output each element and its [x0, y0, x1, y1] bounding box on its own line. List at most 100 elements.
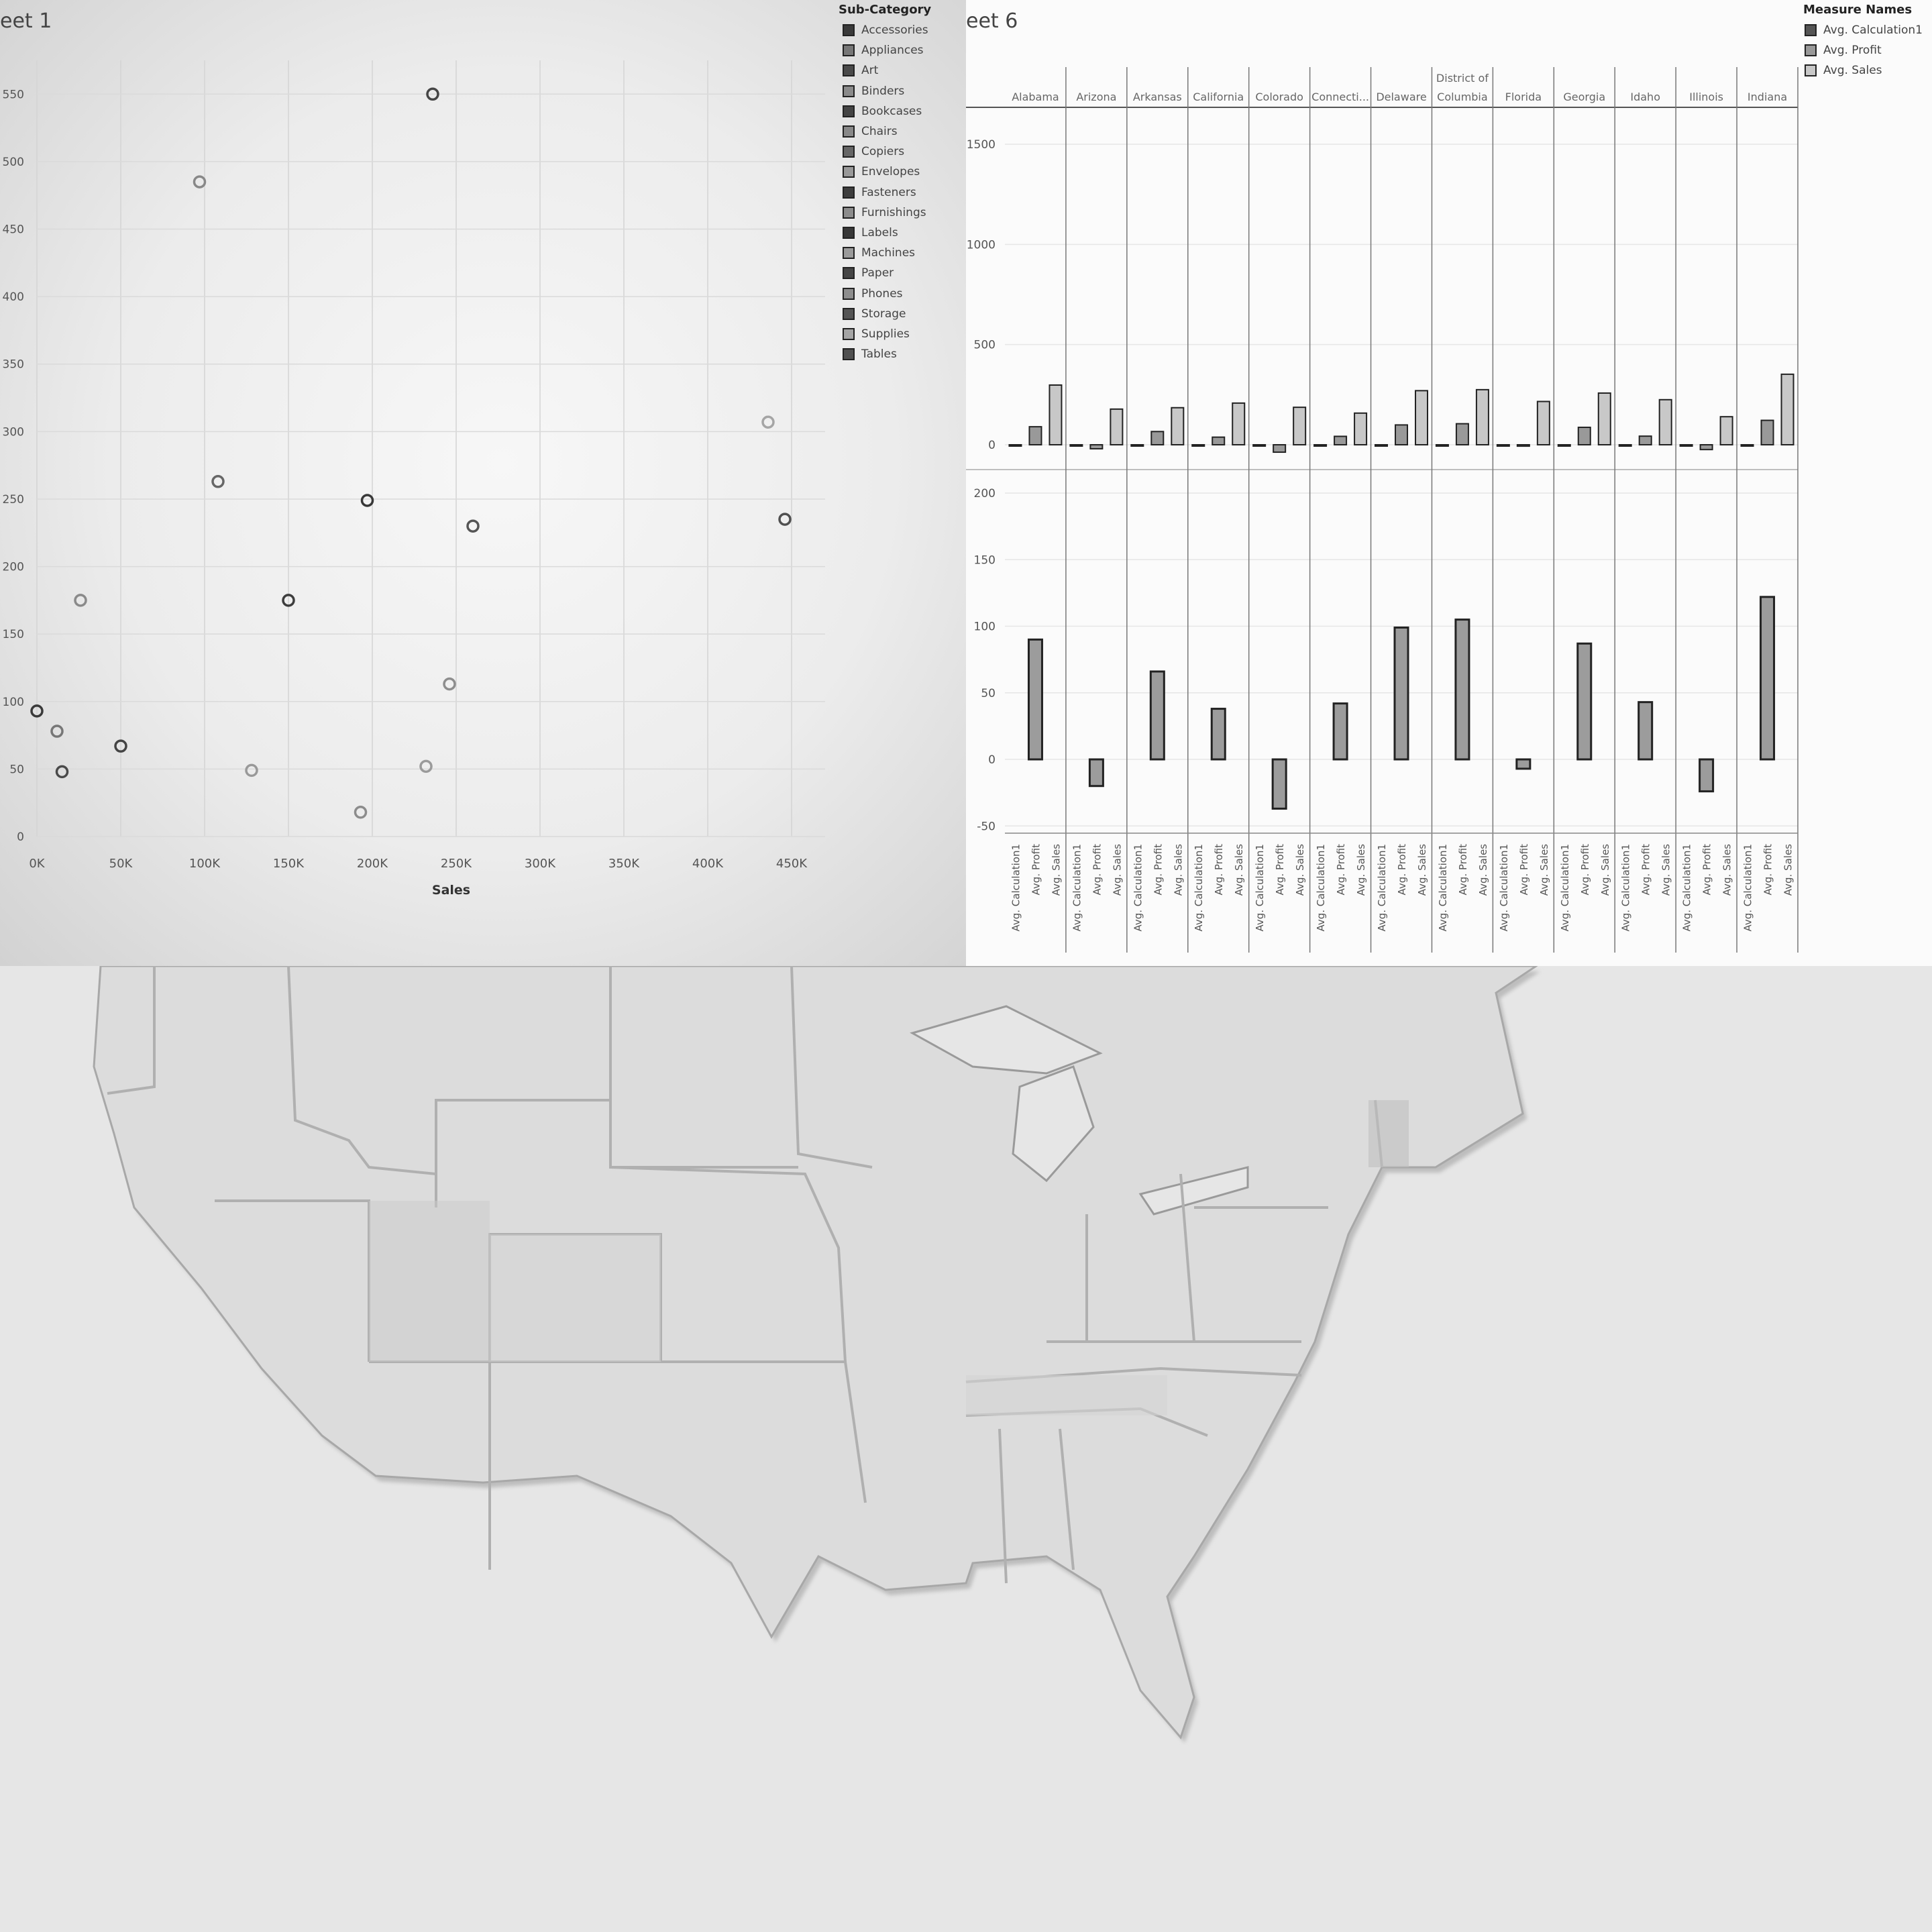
upper-bar-arizona-avg-sales[interactable] — [1110, 408, 1124, 446]
sheet1-legend-item-furnishings[interactable]: Furnishings — [843, 205, 926, 220]
state-utah[interactable] — [369, 1201, 490, 1362]
upper-bar-arizona-avg-calculation1[interactable] — [1069, 444, 1083, 447]
state-colorado[interactable] — [490, 1234, 661, 1362]
scatter-point-bookcases[interactable] — [114, 739, 127, 753]
scatter-x-tick-label: 250K — [441, 857, 472, 871]
scatter-point-labels[interactable] — [360, 494, 374, 507]
upper-bar-district-of-columbia-avg-calculation1[interactable] — [1435, 444, 1449, 447]
sheet1-legend-item-machines[interactable]: Machines — [843, 246, 915, 260]
lower-bar-indiana-avg-profit[interactable] — [1760, 596, 1776, 761]
sheet1-legend-item-paper[interactable]: Paper — [843, 266, 894, 280]
upper-bar-idaho-avg-profit[interactable] — [1638, 435, 1652, 446]
upper-bar-delaware-avg-sales[interactable] — [1415, 390, 1428, 445]
scatter-point-tables[interactable] — [778, 513, 792, 526]
upper-bar-connecti-avg-calculation1[interactable] — [1313, 444, 1328, 447]
state-vermont[interactable] — [1368, 1100, 1409, 1167]
upper-bar-idaho-avg-sales[interactable] — [1658, 398, 1672, 445]
sheet1-legend-item-labels[interactable]: Labels — [843, 225, 898, 240]
sheet1-legend-item-accessories[interactable]: Accessories — [843, 23, 928, 38]
scatter-point-art[interactable] — [55, 765, 69, 779]
upper-bar-alabama-avg-calculation1[interactable] — [1008, 444, 1022, 447]
lower-bar-california-avg-profit[interactable] — [1210, 708, 1226, 761]
sheet1-legend-item-supplies[interactable]: Supplies — [843, 327, 910, 341]
upper-bar-indiana-avg-sales[interactable] — [1780, 373, 1794, 445]
scatter-point-binders[interactable] — [74, 594, 87, 607]
scatter-point-storage[interactable] — [466, 519, 480, 533]
upper-bar-arizona-avg-profit[interactable] — [1089, 444, 1104, 449]
lower-bar-colorado-avg-profit[interactable] — [1271, 758, 1287, 810]
upper-bar-idaho-avg-calculation1[interactable] — [1618, 444, 1632, 447]
scatter-point-accessories[interactable] — [30, 704, 44, 718]
sheet1-legend-item-binders[interactable]: Binders — [843, 84, 904, 99]
sheet1-legend-item-phones[interactable]: Phones — [843, 286, 903, 301]
sheet1-legend-item-chairs[interactable]: Chairs — [843, 124, 898, 139]
upper-bar-colorado-avg-calculation1[interactable] — [1252, 444, 1267, 447]
upper-bar-delaware-avg-profit[interactable] — [1395, 424, 1408, 446]
scatter-point-paper[interactable] — [426, 87, 439, 101]
lower-bar-arizona-avg-profit[interactable] — [1088, 758, 1104, 788]
scatter-point-furnishings[interactable] — [354, 806, 368, 819]
scatter-point-fasteners[interactable] — [282, 594, 295, 607]
upper-bar-delaware-avg-calculation1[interactable] — [1375, 444, 1388, 447]
sheet1-legend-item-storage[interactable]: Storage — [843, 307, 906, 321]
upper-bar-georgia-avg-sales[interactable] — [1597, 392, 1611, 445]
upper-bar-indiana-avg-profit[interactable] — [1760, 419, 1774, 446]
scatter-point-supplies[interactable] — [761, 415, 775, 429]
scatter-point-appliances[interactable] — [50, 724, 64, 738]
upper-bar-florida-avg-profit[interactable] — [1516, 444, 1530, 447]
lower-bar-alabama-avg-profit[interactable] — [1027, 638, 1043, 761]
scatter-point-envelopes[interactable] — [245, 763, 258, 777]
upper-bar-arkansas-avg-sales[interactable] — [1171, 407, 1185, 445]
upper-bar-california-avg-calculation1[interactable] — [1191, 444, 1205, 447]
upper-bar-indiana-avg-calculation1[interactable] — [1740, 444, 1754, 447]
lower-bar-arkansas-avg-profit[interactable] — [1149, 670, 1165, 761]
lower-bar-florida-avg-profit[interactable] — [1515, 758, 1532, 770]
upper-bar-connecti-avg-sales[interactable] — [1354, 412, 1368, 446]
scatter-point-chairs[interactable] — [193, 175, 207, 189]
sheet1-legend-item-appliances[interactable]: Appliances — [843, 43, 924, 58]
lower-bar-georgia-avg-profit[interactable] — [1576, 642, 1593, 761]
upper-bar-arkansas-avg-profit[interactable] — [1150, 431, 1165, 446]
upper-bar-district-of-columbia-avg-profit[interactable] — [1455, 423, 1469, 446]
sheet6-legend-item-avg-sales[interactable]: Avg. Sales — [1805, 63, 1882, 78]
upper-bar-california-avg-profit[interactable] — [1212, 436, 1226, 446]
sheet6-legend-item-avg-calculation1[interactable]: Avg. Calculation1 — [1805, 23, 1923, 38]
sheet6-legend-item-avg-profit[interactable]: Avg. Profit — [1805, 43, 1882, 58]
lower-bar-idaho-avg-profit[interactable] — [1638, 701, 1654, 761]
scatter-point-machines[interactable] — [419, 759, 433, 773]
upper-y-tick-label: 500 — [974, 339, 996, 352]
sheet6-legend-swatch — [1805, 24, 1817, 36]
sheet1-legend-item-bookcases[interactable]: Bookcases — [843, 104, 922, 119]
upper-bar-georgia-avg-calculation1[interactable] — [1557, 444, 1571, 447]
sheet1-legend-item-art[interactable]: Art — [843, 63, 878, 78]
us-map[interactable] — [0, 966, 1932, 1932]
upper-bar-colorado-avg-sales[interactable] — [1293, 407, 1307, 446]
sheet1-legend-item-fasteners[interactable]: Fasteners — [843, 185, 916, 200]
upper-bar-alabama-avg-profit[interactable] — [1028, 426, 1042, 445]
upper-bar-colorado-avg-profit[interactable] — [1273, 444, 1287, 453]
upper-bar-florida-avg-calculation1[interactable] — [1496, 444, 1510, 447]
upper-bar-arkansas-avg-calculation1[interactable] — [1130, 444, 1144, 447]
upper-bar-illinois-avg-profit[interactable] — [1699, 444, 1713, 451]
lower-bar-connecti-avg-profit[interactable] — [1332, 702, 1348, 761]
sheet1-legend-item-tables[interactable]: Tables — [843, 347, 897, 362]
upper-bar-illinois-avg-sales[interactable] — [1719, 416, 1733, 445]
upper-bar-georgia-avg-profit[interactable] — [1577, 427, 1591, 445]
upper-bar-alabama-avg-sales[interactable] — [1049, 384, 1063, 445]
state-tennessee[interactable] — [966, 1375, 1167, 1415]
lower-bar-illinois-avg-profit[interactable] — [1699, 758, 1715, 793]
upper-bar-florida-avg-sales[interactable] — [1536, 400, 1550, 445]
lower-y-tick-label: 100 — [974, 621, 996, 634]
upper-bar-district-of-columbia-avg-sales[interactable] — [1475, 388, 1489, 445]
lower-bar-district-of-columbia-avg-profit[interactable] — [1454, 619, 1470, 761]
upper-bar-illinois-avg-calculation1[interactable] — [1679, 444, 1693, 447]
lower-bar-delaware-avg-profit[interactable] — [1393, 626, 1409, 761]
sheet1-legend-label: Chairs — [861, 125, 898, 138]
upper-bar-california-avg-sales[interactable] — [1232, 402, 1246, 445]
sheet1-legend-item-copiers[interactable]: Copiers — [843, 144, 904, 159]
upper-bar-connecti-avg-profit[interactable] — [1334, 435, 1348, 445]
scatter-point-phones[interactable] — [443, 677, 456, 691]
scatter-point-copiers[interactable] — [211, 475, 225, 488]
measure-label: Avg. Profit — [1152, 844, 1164, 896]
sheet1-legend-item-envelopes[interactable]: Envelopes — [843, 164, 920, 179]
